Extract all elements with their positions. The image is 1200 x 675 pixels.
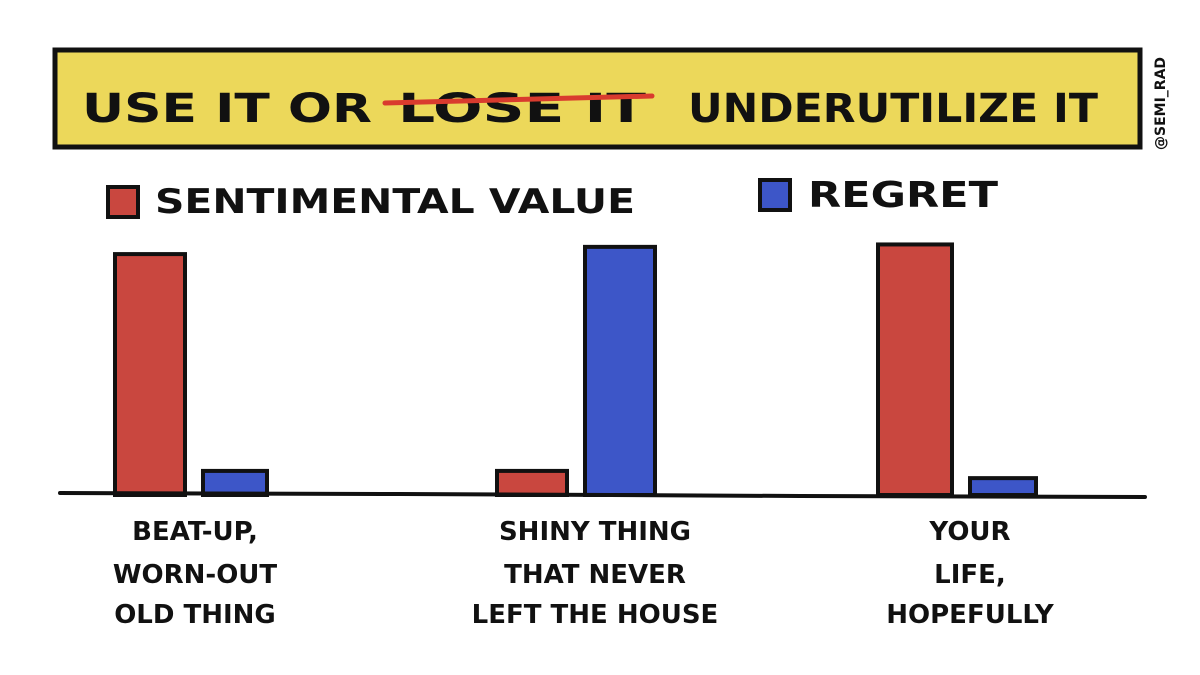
bars-group [113,242,1038,497]
bar-regret-3 [968,476,1038,497]
category-label-3-line-2: LIFE, [934,560,1006,590]
title-suffix: UNDERUTILIZE IT [688,86,1099,132]
x-axis-baseline [58,491,1147,499]
bar-sentimental-value-3 [876,242,954,497]
title-prefix: USE IT OR [82,86,372,132]
category-label-1-line-1: BEAT-UP, [132,517,258,547]
legend-swatch-regret [758,178,792,212]
category-label-1-line-2: WORN-OUT [113,560,278,590]
category-label-2-line-1: SHINY THING [499,517,691,547]
credit-label: @SEMI_RAD [1153,57,1169,150]
category-labels: BEAT-UP, WORN-OUT OLD THING SHINY THING THAT… [113,517,1055,630]
legend-label-regret: REGRET [808,175,999,216]
legend-label-sentimental-value: SENTIMENTAL VALUE [155,182,635,222]
category-label-3-line-1: YOUR [928,517,1010,547]
category-label-3-line-3: HOPEFULLY [886,600,1055,630]
bar-sentimental-value-1 [113,252,187,497]
category-label-2-line-2: THAT NEVER [504,560,686,590]
category-label-1-line-3: OLD THING [114,600,276,630]
title-strikethrough [382,93,655,106]
legend-swatch-sentimental-value [106,185,140,219]
bar-sentimental-value-2 [495,468,569,497]
bar-regret-1 [201,468,269,497]
title-struck: LOSE IT [398,86,647,132]
category-label-2-line-3: LEFT THE HOUSE [472,600,719,630]
bar-regret-2 [583,244,657,497]
